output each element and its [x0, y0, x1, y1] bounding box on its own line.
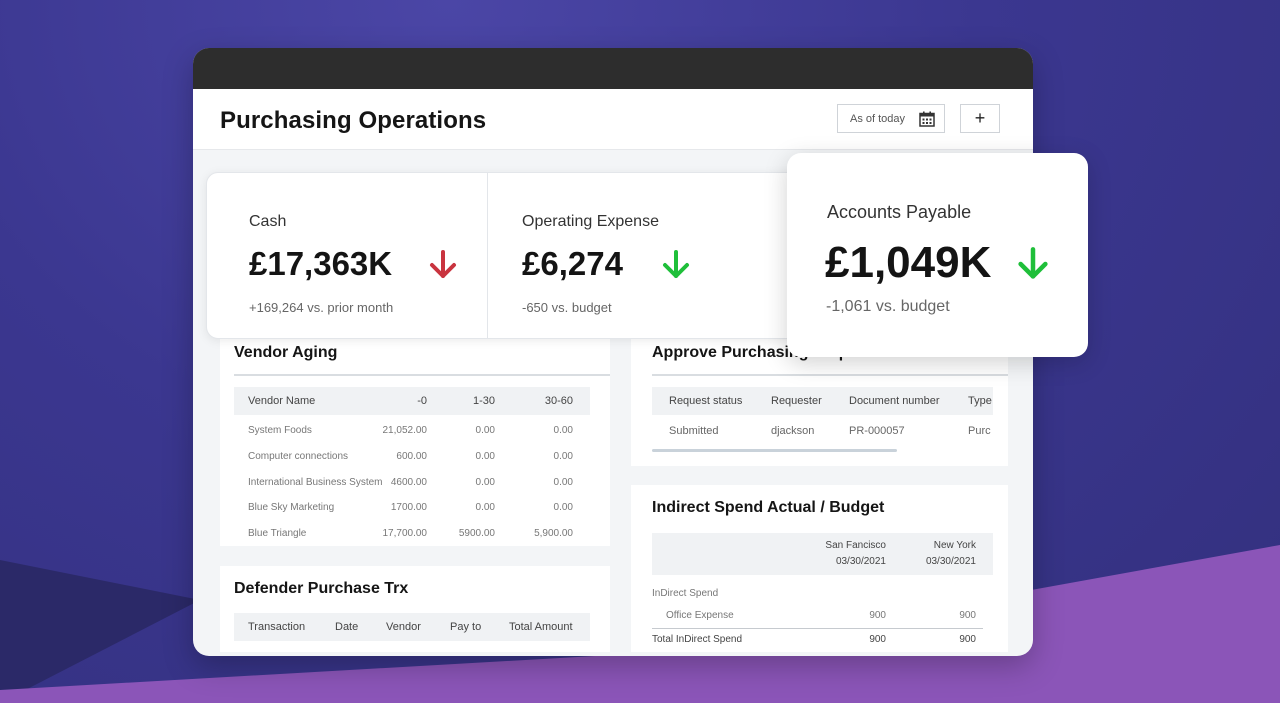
- calendar-icon: [919, 111, 935, 127]
- panel-title: Indirect Spend Actual / Budget: [652, 499, 885, 516]
- defender-purchase-panel: Defender Purchase Trx Transaction Date V…: [220, 566, 610, 652]
- column-header[interactable]: Type: [968, 395, 992, 407]
- table-header: San Fancisco 03/30/2021 New York 03/30/2…: [652, 533, 993, 575]
- column-header[interactable]: Transaction: [248, 621, 306, 633]
- column-header[interactable]: 1-30: [472, 395, 495, 407]
- column-header[interactable]: -0: [417, 395, 427, 407]
- row-value: 900: [869, 610, 886, 621]
- page-header: Purchasing Operations As of today +: [193, 89, 1033, 150]
- kpi-strip: Cash £17,363K +169,264 vs. prior month O…: [206, 172, 828, 339]
- total-label: Total InDirect Spend: [652, 634, 743, 645]
- arrow-down-icon: [663, 250, 689, 278]
- aging-value: 0.00: [475, 477, 495, 488]
- approve-purchasing-panel: Approve Purchasing Requisitions Request …: [631, 336, 1008, 466]
- column-city: New York: [933, 540, 976, 551]
- aging-value: 0.00: [475, 451, 495, 462]
- arrow-down-icon: [1018, 247, 1048, 279]
- aging-value: 0.00: [553, 425, 573, 436]
- kpi-comparison: -1,061 vs. budget: [826, 298, 950, 315]
- column-header[interactable]: Vendor Name: [248, 395, 316, 407]
- type: Purc: [968, 425, 991, 437]
- date-filter-label: As of today: [850, 112, 906, 125]
- table-row[interactable]: International Business System 4600.00 0.…: [234, 474, 590, 494]
- table-row[interactable]: Computer connections 600.00 0.00 0.00: [234, 448, 590, 468]
- column-header[interactable]: Requester: [771, 395, 822, 407]
- requester: djackson: [771, 425, 815, 437]
- divider: [487, 173, 488, 338]
- page-title: Purchasing Operations: [220, 107, 487, 134]
- arrow-down-icon: [430, 250, 456, 278]
- vendor-name: Computer connections: [248, 451, 349, 462]
- aging-value: 0.00: [475, 425, 495, 436]
- column-date: 03/30/2021: [835, 556, 886, 567]
- column-header[interactable]: Document number: [849, 395, 940, 407]
- column-header[interactable]: Date: [335, 621, 359, 633]
- column-header[interactable]: 30-60: [544, 395, 573, 407]
- kpi-value: £1,049K: [825, 238, 992, 287]
- aging-value: 5900.00: [458, 528, 495, 539]
- total-value: 900: [959, 634, 976, 645]
- section-label: InDirect Spend: [652, 588, 719, 599]
- vendor-name: International Business System: [248, 477, 383, 488]
- window-titlebar: [193, 48, 1033, 89]
- aging-value: 17,700.00: [382, 528, 428, 539]
- panel-title: Vendor Aging: [234, 344, 338, 361]
- kpi-comparison: +169,264 vs. prior month: [249, 300, 394, 315]
- table-row[interactable]: System Foods 21,052.00 0.00 0.00: [234, 422, 590, 442]
- aging-value: 0.00: [553, 451, 573, 462]
- add-widget-button[interactable]: +: [960, 104, 1000, 133]
- total-row[interactable]: Total InDirect Spend 900 900: [652, 631, 993, 651]
- vendor-name: System Foods: [248, 425, 312, 436]
- kpi-value: £17,363K: [249, 245, 393, 282]
- request-status: Submitted: [669, 425, 719, 437]
- indirect-spend-panel: Indirect Spend Actual / Budget San Fanci…: [631, 485, 1008, 652]
- kpi-card-cash[interactable]: Cash £17,363K +169,264 vs. prior month: [207, 173, 487, 338]
- column-city: San Fancisco: [825, 540, 886, 551]
- kpi-comparison: -650 vs. budget: [522, 300, 612, 315]
- kpi-card-operating-expense[interactable]: Operating Expense £6,274 -650 vs. budget: [480, 173, 780, 338]
- divider: [234, 374, 610, 376]
- kpi-card-accounts-payable[interactable]: Accounts Payable £1,049K -1,061 vs. budg…: [787, 153, 1088, 357]
- table-header: Transaction Date Vendor Pay to Total Amo…: [234, 613, 590, 641]
- aging-value: 1700.00: [390, 502, 427, 513]
- aging-value: 4600.00: [390, 477, 427, 488]
- total-value: 900: [869, 634, 886, 645]
- aging-value: 0.00: [475, 502, 495, 513]
- kpi-value: £6,274: [522, 245, 623, 282]
- divider: [652, 374, 1008, 376]
- total-divider: [652, 628, 983, 629]
- date-filter-button[interactable]: As of today: [837, 104, 945, 133]
- aging-value: 0.00: [553, 477, 573, 488]
- kpi-label: Operating Expense: [522, 213, 659, 230]
- column-header[interactable]: Request status: [669, 395, 743, 407]
- column-date: 03/30/2021: [925, 556, 976, 567]
- panel-title: Defender Purchase Trx: [234, 580, 409, 597]
- column-header[interactable]: Vendor: [386, 621, 421, 633]
- column-header[interactable]: Pay to: [450, 621, 482, 633]
- kpi-label: Cash: [249, 213, 287, 230]
- table-row[interactable]: Submitted djackson PR-000057 Purc: [652, 421, 993, 443]
- vendor-aging-panel: Vendor Aging Vendor Name -0 1-30 30-60 S…: [220, 336, 610, 546]
- table-row[interactable]: Blue Triangle 17,700.00 5900.00 5,900.00: [234, 525, 590, 545]
- document-number[interactable]: PR-000057: [849, 425, 905, 437]
- vendor-name: Blue Sky Marketing: [248, 502, 335, 513]
- row-label: Office Expense: [666, 610, 734, 621]
- aging-value: 21,052.00: [382, 425, 428, 436]
- table-header: Request status Requester Document number…: [652, 387, 993, 415]
- row-value: 900: [959, 610, 976, 621]
- vendor-name: Blue Triangle: [248, 528, 307, 539]
- aging-value: 0.00: [553, 502, 573, 513]
- aging-value: 600.00: [396, 451, 427, 462]
- aging-value: 5,900.00: [534, 528, 573, 539]
- kpi-label: Accounts Payable: [827, 202, 972, 222]
- table-header: Vendor Name -0 1-30 30-60: [234, 387, 590, 415]
- column-header[interactable]: Total Amount: [509, 621, 573, 633]
- horizontal-scrollbar[interactable]: [652, 449, 897, 452]
- table-row[interactable]: Office Expense 900 900: [652, 607, 993, 627]
- table-row[interactable]: Blue Sky Marketing 1700.00 0.00 0.00: [234, 499, 590, 519]
